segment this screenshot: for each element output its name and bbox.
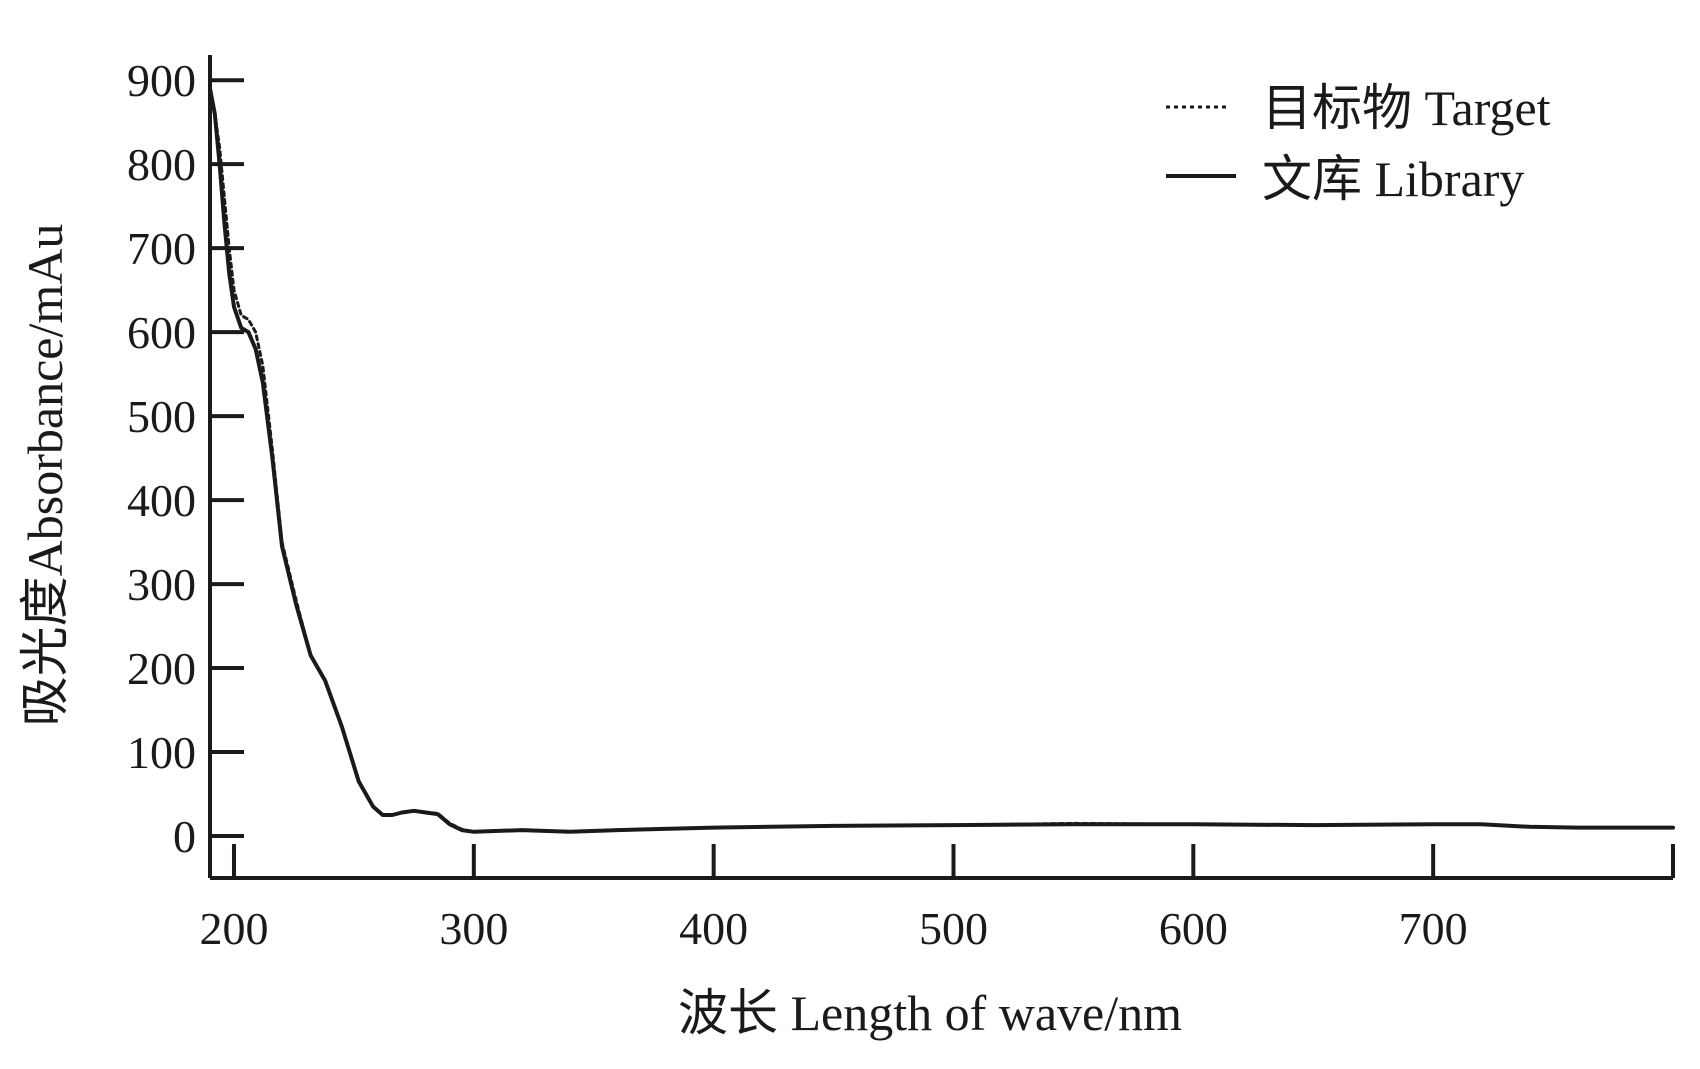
x-tick-label-500: 500 (919, 903, 988, 954)
y-tick-label-400: 400 (127, 475, 196, 526)
x-tick-label-200: 200 (199, 903, 268, 954)
legend-label-target: 目标物 Target (1262, 80, 1551, 136)
ticks: 0 100 200 300 400 500 600 700 800 900 200 300 400 500… (127, 55, 1675, 954)
series-line-library (208, 86, 1675, 834)
legend: 目标物 Target 文库 Library (1166, 80, 1551, 207)
y-tick-label-200: 200 (127, 643, 196, 694)
x-tick-label-400: 400 (679, 903, 748, 954)
y-tick-label-700: 700 (127, 223, 196, 274)
legend-label-library: 文库 Library (1262, 151, 1524, 207)
series-line-target (208, 103, 1675, 834)
x-tick-label-700: 700 (1399, 903, 1468, 954)
series-layer (208, 86, 1675, 834)
y-tick-label-900: 900 (127, 55, 196, 106)
y-tick-label-800: 800 (127, 139, 196, 190)
y-tick-label-600: 600 (127, 307, 196, 358)
y-tick-label-100: 100 (127, 727, 196, 778)
y-tick-label-0: 0 (173, 811, 196, 862)
y-axis-title: 吸光度Absorbance/mAu (17, 224, 73, 727)
y-tick-label-500: 500 (127, 391, 196, 442)
x-tick-label-300: 300 (439, 903, 508, 954)
axes (208, 55, 1673, 880)
y-tick-label-300: 300 (127, 559, 196, 610)
x-axis-title: 波长 Length of wave/nm (678, 985, 1182, 1041)
x-tick-label-600: 600 (1159, 903, 1228, 954)
